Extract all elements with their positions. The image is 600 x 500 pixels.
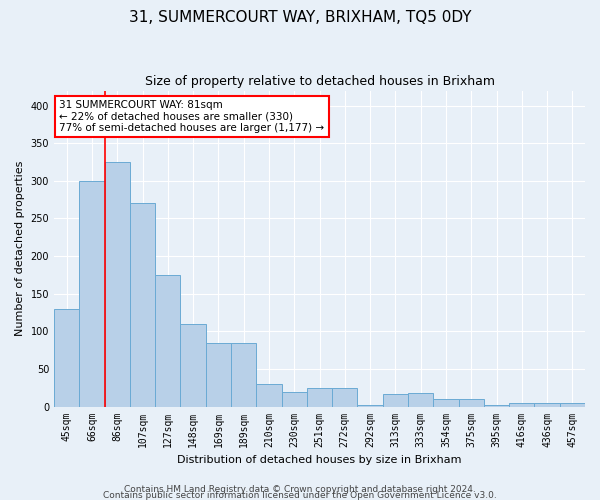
Bar [231,342,256,406]
Bar [155,275,181,406]
Bar [332,388,358,406]
Bar [535,403,560,406]
Bar [181,324,206,406]
Bar [256,384,281,406]
Bar [358,405,383,406]
Bar [408,393,433,406]
Text: Contains HM Land Registry data © Crown copyright and database right 2024.: Contains HM Land Registry data © Crown c… [124,485,476,494]
Text: 31, SUMMERCOURT WAY, BRIXHAM, TQ5 0DY: 31, SUMMERCOURT WAY, BRIXHAM, TQ5 0DY [129,10,471,25]
Bar [79,181,104,406]
Text: 31 SUMMERCOURT WAY: 81sqm
← 22% of detached houses are smaller (330)
77% of semi: 31 SUMMERCOURT WAY: 81sqm ← 22% of detac… [59,100,325,133]
X-axis label: Distribution of detached houses by size in Brixham: Distribution of detached houses by size … [177,455,462,465]
Bar [54,308,79,406]
Text: Contains public sector information licensed under the Open Government Licence v3: Contains public sector information licen… [103,491,497,500]
Bar [281,392,307,406]
Bar [433,399,458,406]
Bar [206,342,231,406]
Bar [130,204,155,406]
Bar [383,394,408,406]
Bar [509,403,535,406]
Bar [484,405,509,406]
Bar [560,403,585,406]
Y-axis label: Number of detached properties: Number of detached properties [15,161,25,336]
Bar [458,399,484,406]
Title: Size of property relative to detached houses in Brixham: Size of property relative to detached ho… [145,75,494,88]
Bar [307,388,332,406]
Bar [104,162,130,406]
